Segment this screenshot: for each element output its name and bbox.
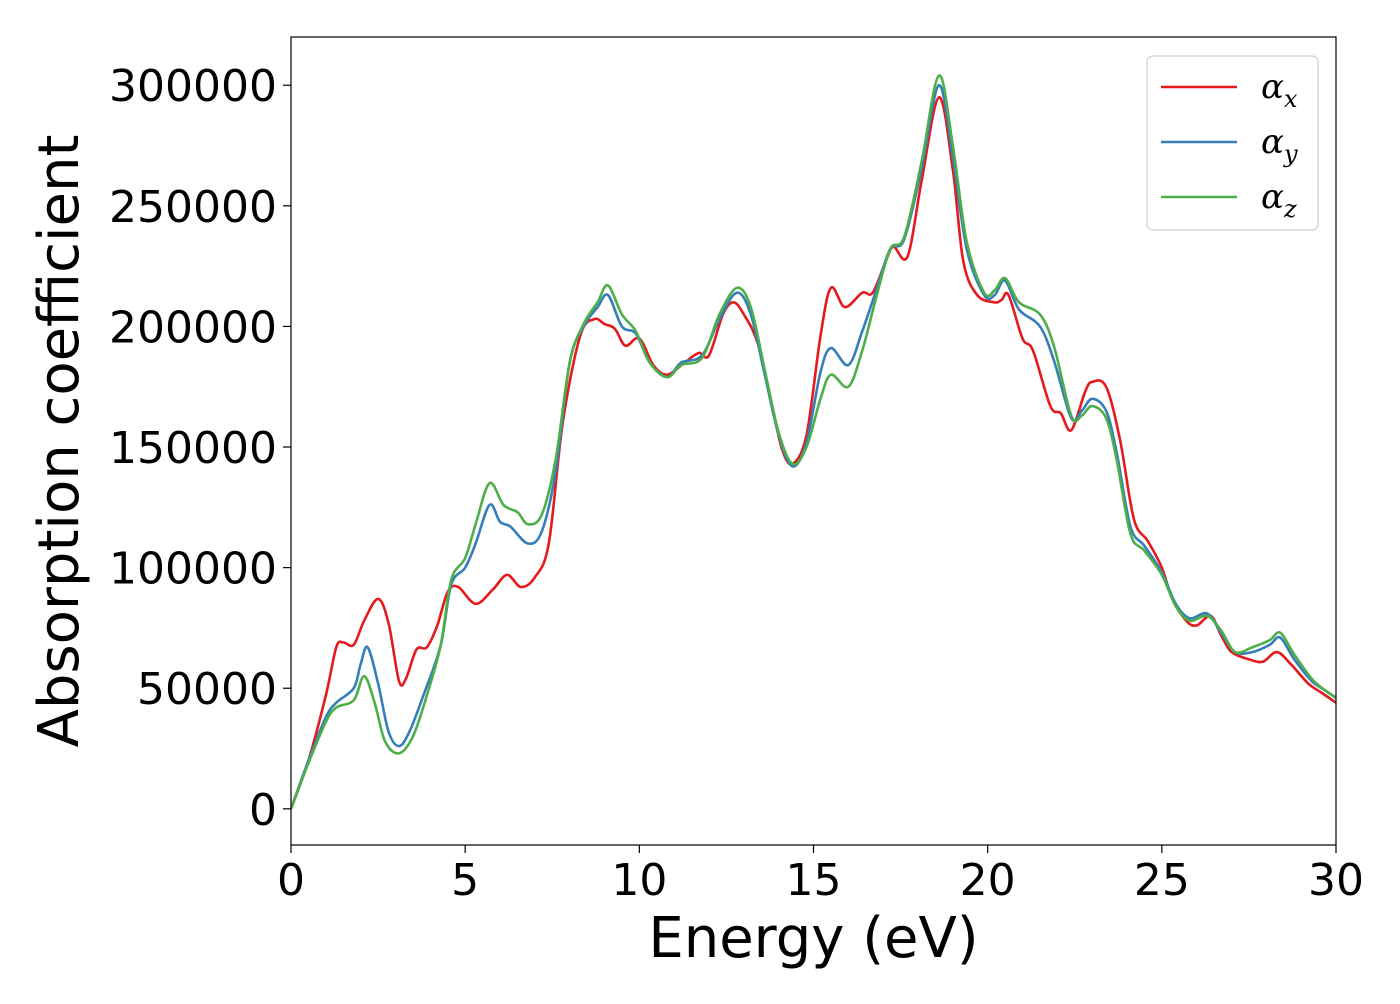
y-tick-label: 200000 — [109, 302, 277, 353]
legend-label-z: αz — [1261, 177, 1297, 223]
legend: αx αy αz — [1146, 55, 1319, 231]
y-tick-label: 300000 — [109, 61, 277, 112]
y-axis-title: Absorption coefficient — [27, 135, 92, 748]
x-tick-label: 30 — [1308, 855, 1364, 906]
legend-label-x: αx — [1261, 67, 1298, 113]
x-tick-label: 25 — [1134, 855, 1190, 906]
series-line-x — [291, 95, 1336, 810]
y-tick-label: 100000 — [109, 544, 277, 595]
y-tick-label: 0 — [249, 785, 277, 836]
x-tick-label: 10 — [611, 855, 667, 906]
y-tick-label: 250000 — [109, 182, 277, 233]
x-tick-label: 20 — [960, 855, 1016, 906]
legend-label-y: αy — [1261, 122, 1298, 168]
x-tick-label: 0 — [277, 855, 305, 906]
axes: 0 5 10 15 20 25 30 0 50000 100000 150000 200000 2500… — [109, 36, 1364, 906]
series-line-z — [291, 74, 1336, 810]
x-axis-title: Energy (eV) — [648, 906, 978, 971]
y-tick-label: 50000 — [137, 664, 277, 715]
x-tick-label: 15 — [786, 855, 842, 906]
plot-area — [291, 74, 1336, 810]
y-tick-label: 150000 — [109, 423, 277, 474]
x-tick-label: 5 — [451, 855, 479, 906]
